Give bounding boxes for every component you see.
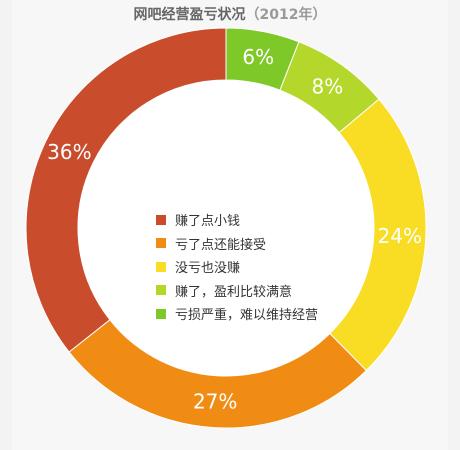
legend: 赚了点小钱亏了点还能接受 没亏也没赚赚了，盈利比较满意亏损严重，难以维持经营 — [156, 208, 318, 326]
legend-swatch — [156, 308, 166, 319]
legend-item: 赚了点小钱 — [156, 208, 318, 232]
legend-swatch — [156, 238, 166, 249]
slice-label-4: 36% — [47, 140, 91, 164]
legend-item: 没亏也没赚 — [156, 255, 318, 279]
legend-label: 没亏也没赚 — [175, 261, 241, 277]
legend-item: 亏了点还能接受 — [156, 232, 318, 256]
slice-4 — [25, 27, 227, 353]
chart-title-year: （2012年） — [245, 7, 327, 23]
slice-label-2: 24% — [378, 224, 422, 248]
legend-label: 赚了点小钱 — [175, 214, 241, 230]
legend-item: 亏损严重，难以维持经营 — [156, 302, 318, 326]
legend-label: 亏了点还能接受 — [175, 237, 267, 253]
slice-label-3: 27% — [193, 390, 237, 414]
donut-hole — [78, 80, 374, 376]
slice-label-0: 6% — [242, 45, 274, 69]
chart-title-main: 网吧经营盈亏状况 — [133, 7, 246, 23]
legend-swatch — [156, 261, 166, 272]
legend-label: 亏损严重，难以维持经营 — [175, 308, 319, 324]
slice-label-1: 8% — [312, 75, 344, 99]
legend-swatch — [156, 214, 166, 225]
legend-label: 赚了，盈利比较满意 — [175, 284, 293, 300]
chart-title: 网吧经营盈亏状况（2012年） — [0, 4, 460, 24]
legend-item: 赚了，盈利比较满意 — [156, 279, 318, 303]
legend-swatch — [156, 285, 166, 296]
